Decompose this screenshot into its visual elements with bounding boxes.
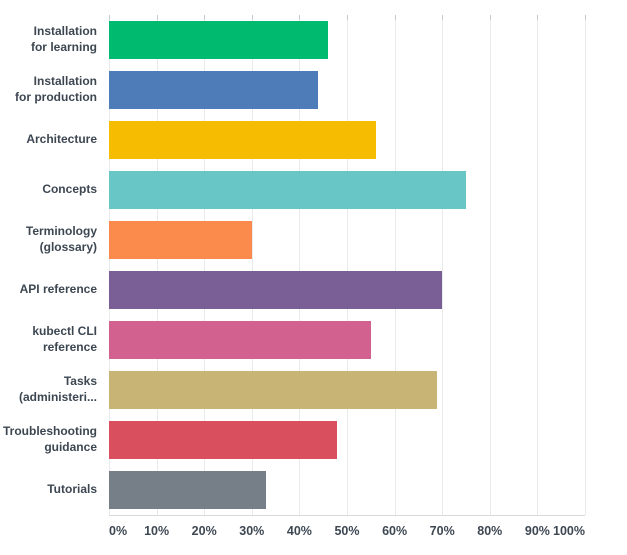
bar-installation-for-production: [109, 71, 319, 109]
category-label: Concepts: [42, 182, 97, 197]
gridline: [251, 15, 253, 515]
bar-row: [109, 315, 585, 365]
axis-tick-mark: [585, 15, 586, 20]
x-axis-tick-label: 10%: [144, 524, 170, 538]
axis-tick-mark: [489, 15, 491, 20]
bar-row: [109, 465, 585, 515]
axis-tick-mark: [394, 15, 396, 20]
bar-row: [109, 415, 585, 465]
axis-tick-mark: [537, 15, 539, 20]
gridline: [537, 15, 539, 515]
x-axis-tick-label: 50%: [334, 524, 360, 538]
category-label: Tasks (administeri...: [18, 374, 97, 404]
bar-row: [109, 365, 585, 415]
axis-tick-mark: [204, 15, 206, 20]
gridline: [585, 15, 586, 515]
bar-row: [109, 265, 585, 315]
bar-api-reference: [109, 271, 443, 309]
gridline: [442, 15, 444, 515]
bar-tutorials: [109, 471, 267, 509]
category-label: Installation for learning: [30, 24, 97, 54]
category-label: Troubleshooting guidance: [3, 424, 97, 454]
bar-row: [109, 115, 585, 165]
bar-architecture: [109, 121, 376, 159]
axis-tick-mark: [442, 15, 444, 20]
gridline: [204, 15, 206, 515]
gridline: [347, 15, 348, 515]
axis-tick-mark: [156, 15, 158, 20]
bar-row: [109, 65, 585, 115]
x-axis-tick-label: 100%: [553, 524, 585, 538]
category-label: Terminology (glossary): [25, 224, 97, 254]
bar-kubectl-cli-reference: [109, 321, 371, 359]
category-label: API reference: [19, 282, 97, 297]
category-label: kubectl CLI reference: [32, 324, 97, 354]
x-axis-tick-label: 20%: [191, 524, 217, 538]
bar-terminology-glossary: [109, 221, 252, 259]
axis-tick-mark: [251, 15, 253, 20]
gridline: [299, 15, 301, 515]
category-label: Tutorials: [47, 482, 97, 497]
x-axis-tick-label: 70%: [429, 524, 455, 538]
gridline: [109, 15, 110, 515]
x-axis: 0% 10% 20% 30% 40% 50% 60% 70% 80% 90% 100%: [109, 521, 585, 541]
plot-area: [109, 15, 586, 516]
bar-tasks-administeri: [109, 371, 438, 409]
bar-row: [109, 15, 585, 65]
axis-tick-mark: [299, 15, 301, 20]
gridline: [394, 15, 396, 515]
x-axis-tick-label: 90%: [524, 524, 550, 538]
x-axis-tick-label: 40%: [286, 524, 312, 538]
bar-row: [109, 165, 585, 215]
axis-tick-mark: [347, 15, 348, 20]
category-label: Architecture: [26, 132, 97, 147]
bar-installation-for-learning: [109, 21, 328, 59]
gridline: [156, 15, 158, 515]
bar-row: [109, 215, 585, 265]
bar-troubleshooting-guidance: [109, 421, 338, 459]
bar-concepts: [109, 171, 466, 209]
axis-tick-mark: [109, 15, 110, 20]
x-axis-tick-label: 0%: [109, 524, 128, 538]
x-axis-tick-label: 30%: [239, 524, 265, 538]
gridline: [489, 15, 491, 515]
x-axis-tick-label: 80%: [477, 524, 503, 538]
x-axis-tick-label: 60%: [382, 524, 408, 538]
category-labels: Installation for learning Installation fo…: [0, 15, 103, 515]
category-label: Installation for production: [15, 74, 97, 104]
